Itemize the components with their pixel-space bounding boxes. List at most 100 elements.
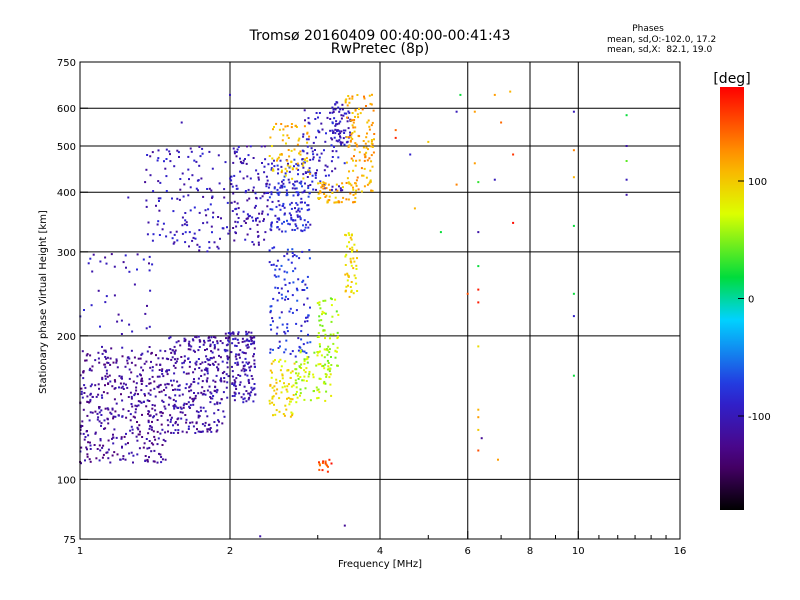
data-point — [144, 394, 146, 397]
data-point — [287, 149, 290, 151]
data-point — [207, 339, 210, 342]
data-point — [236, 361, 239, 364]
data-point — [323, 367, 326, 370]
data-point — [348, 295, 351, 298]
data-point — [195, 336, 198, 339]
data-point — [305, 352, 308, 354]
data-point — [242, 162, 245, 165]
data-point — [137, 357, 140, 360]
data-point — [334, 132, 337, 135]
data-point — [145, 327, 148, 330]
data-point — [345, 112, 348, 115]
data-point — [178, 388, 181, 391]
data-point — [207, 428, 210, 431]
data-point — [193, 159, 196, 162]
data-point — [189, 348, 192, 351]
data-point — [283, 185, 286, 188]
data-point — [303, 125, 306, 128]
data-point — [350, 264, 353, 267]
y-tick-label: 600 — [57, 104, 76, 115]
data-point — [213, 344, 216, 346]
data-point — [276, 220, 279, 223]
data-point — [289, 307, 292, 310]
data-point — [298, 210, 301, 213]
data-point — [197, 335, 200, 338]
data-point — [157, 386, 160, 389]
data-point — [285, 189, 288, 192]
data-point — [271, 371, 273, 374]
data-point — [200, 177, 203, 180]
data-point — [323, 183, 326, 186]
data-point — [240, 369, 243, 372]
data-point — [200, 375, 203, 377]
data-point — [134, 411, 137, 414]
data-point — [283, 330, 286, 333]
data-point — [138, 433, 141, 436]
data-point — [284, 172, 287, 175]
data-point — [322, 185, 325, 187]
data-point — [252, 189, 254, 192]
data-point — [133, 356, 136, 359]
data-point — [179, 411, 182, 414]
data-point — [90, 304, 93, 307]
data-point — [318, 319, 321, 322]
data-point — [228, 229, 231, 232]
data-point — [325, 390, 328, 393]
data-point — [318, 350, 321, 353]
data-point — [280, 311, 283, 314]
data-point — [174, 358, 176, 361]
data-point — [334, 108, 337, 111]
data-point — [236, 148, 239, 151]
data-point — [253, 342, 255, 345]
data-point — [373, 133, 376, 135]
data-point — [299, 388, 302, 391]
data-point — [331, 150, 334, 153]
data-point — [361, 108, 364, 111]
data-point — [86, 395, 89, 398]
data-point — [352, 186, 354, 189]
data-point — [334, 167, 337, 170]
data-point — [197, 358, 200, 360]
data-point — [164, 394, 167, 397]
data-point — [166, 419, 169, 422]
data-point — [158, 209, 161, 212]
data-point — [176, 357, 179, 360]
data-point — [137, 400, 140, 403]
data-point — [331, 192, 334, 194]
data-point — [204, 349, 206, 351]
data-point — [303, 360, 306, 362]
data-point — [276, 326, 279, 329]
data-point — [295, 360, 298, 363]
data-point — [324, 182, 327, 185]
data-point — [145, 168, 148, 171]
data-point — [270, 225, 273, 228]
data-point — [209, 203, 212, 206]
data-point — [200, 391, 203, 394]
data-point — [338, 110, 341, 113]
data-point — [203, 339, 205, 342]
data-point — [244, 190, 247, 192]
data-point — [277, 182, 280, 185]
data-point — [214, 360, 217, 363]
data-point — [302, 173, 305, 176]
data-point — [174, 394, 177, 397]
data-point — [247, 392, 250, 395]
data-point — [280, 293, 283, 296]
data-point — [325, 375, 328, 378]
data-point — [293, 165, 295, 168]
data-point — [104, 256, 107, 259]
data-point — [194, 368, 196, 371]
x-tick-label: 8 — [527, 546, 533, 557]
data-point — [477, 181, 480, 184]
data-point — [122, 455, 125, 458]
data-point — [317, 182, 320, 185]
data-point — [98, 387, 100, 390]
data-point — [278, 218, 281, 221]
data-point — [572, 315, 575, 318]
data-point — [271, 247, 274, 250]
data-point — [127, 356, 130, 359]
data-point — [173, 351, 176, 354]
data-point — [89, 441, 91, 444]
data-point — [357, 188, 360, 191]
data-point — [219, 402, 222, 405]
